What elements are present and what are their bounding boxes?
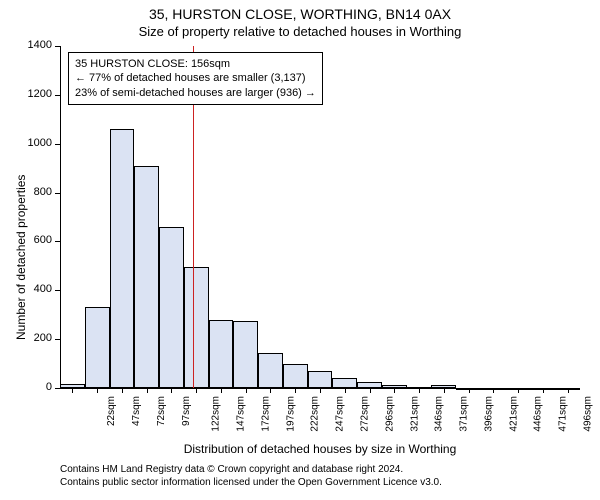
x-tick-label: 272sqm bbox=[360, 396, 371, 432]
x-tick-label: 296sqm bbox=[384, 396, 395, 432]
x-tick-label: 197sqm bbox=[285, 396, 296, 432]
histogram-bar bbox=[283, 364, 308, 388]
y-tick-label: 1400 bbox=[12, 39, 52, 51]
y-tick-mark bbox=[55, 95, 60, 96]
annotation-line: 23% of semi-detached houses are larger (… bbox=[75, 86, 316, 100]
y-tick-mark bbox=[55, 144, 60, 145]
x-tick-mark bbox=[221, 388, 222, 393]
y-tick-mark bbox=[55, 241, 60, 242]
y-tick-label: 0 bbox=[12, 381, 52, 393]
x-tick-mark bbox=[122, 388, 123, 393]
figure: 35, HURSTON CLOSE, WORTHING, BN14 0AX Si… bbox=[0, 0, 600, 500]
credits-line: Contains public sector information licen… bbox=[60, 477, 442, 490]
x-axis-label: Distribution of detached houses by size … bbox=[60, 442, 580, 456]
histogram-bar bbox=[110, 129, 135, 388]
histogram-bar bbox=[184, 267, 209, 388]
x-tick-mark bbox=[568, 388, 569, 393]
chart-subtitle: Size of property relative to detached ho… bbox=[0, 24, 600, 39]
x-tick-mark bbox=[320, 388, 321, 393]
x-tick-label: 321sqm bbox=[409, 396, 420, 432]
x-tick-label: 172sqm bbox=[261, 396, 272, 432]
x-tick-mark bbox=[518, 388, 519, 393]
credits: Contains HM Land Registry data © Crown c… bbox=[60, 464, 442, 489]
y-tick-mark bbox=[55, 46, 60, 47]
histogram-bar bbox=[159, 227, 184, 388]
y-tick-label: 600 bbox=[12, 234, 52, 246]
x-tick-label: 421sqm bbox=[508, 396, 519, 432]
annotation-line: 35 HURSTON CLOSE: 156sqm bbox=[75, 57, 316, 71]
y-tick-label: 400 bbox=[12, 283, 52, 295]
x-tick-label: 471sqm bbox=[558, 396, 569, 432]
x-tick-label: 47sqm bbox=[131, 396, 142, 426]
x-tick-mark bbox=[469, 388, 470, 393]
histogram-bar bbox=[308, 371, 333, 388]
y-axis-label: Number of detached properties bbox=[14, 175, 28, 340]
x-tick-mark bbox=[394, 388, 395, 393]
y-tick-label: 800 bbox=[12, 186, 52, 198]
x-tick-label: 22sqm bbox=[106, 396, 117, 426]
x-tick-label: 247sqm bbox=[335, 396, 346, 432]
x-tick-label: 346sqm bbox=[434, 396, 445, 432]
x-tick-mark bbox=[493, 388, 494, 393]
x-tick-label: 122sqm bbox=[211, 396, 222, 432]
x-tick-label: 97sqm bbox=[181, 396, 192, 426]
x-tick-mark bbox=[370, 388, 371, 393]
x-tick-mark bbox=[444, 388, 445, 393]
x-tick-mark bbox=[246, 388, 247, 393]
annotation-line: ← 77% of detached houses are smaller (3,… bbox=[75, 71, 316, 85]
x-tick-mark bbox=[270, 388, 271, 393]
x-tick-label: 396sqm bbox=[483, 396, 494, 432]
histogram-bar bbox=[209, 320, 234, 388]
y-tick-label: 1000 bbox=[12, 137, 52, 149]
histogram-bar bbox=[134, 166, 159, 388]
x-tick-label: 371sqm bbox=[459, 396, 470, 432]
x-tick-mark bbox=[196, 388, 197, 393]
x-tick-mark bbox=[171, 388, 172, 393]
x-tick-mark bbox=[97, 388, 98, 393]
x-tick-mark bbox=[345, 388, 346, 393]
histogram-bar bbox=[258, 353, 283, 388]
y-axis-line bbox=[60, 46, 61, 388]
y-tick-mark bbox=[55, 290, 60, 291]
x-tick-label: 496sqm bbox=[582, 396, 593, 432]
y-tick-mark bbox=[55, 193, 60, 194]
x-tick-label: 222sqm bbox=[310, 396, 321, 432]
x-tick-label: 446sqm bbox=[533, 396, 544, 432]
y-tick-label: 200 bbox=[12, 332, 52, 344]
y-tick-mark bbox=[55, 339, 60, 340]
y-tick-mark bbox=[55, 388, 60, 389]
annotation-box: 35 HURSTON CLOSE: 156sqm ← 77% of detach… bbox=[68, 52, 323, 105]
x-tick-mark bbox=[295, 388, 296, 393]
histogram-bar bbox=[233, 321, 258, 388]
x-tick-label: 147sqm bbox=[236, 396, 247, 432]
histogram-bar bbox=[332, 378, 357, 388]
x-tick-mark bbox=[419, 388, 420, 393]
x-tick-mark bbox=[147, 388, 148, 393]
chart-title: 35, HURSTON CLOSE, WORTHING, BN14 0AX bbox=[0, 6, 600, 22]
credits-line: Contains HM Land Registry data © Crown c… bbox=[60, 464, 442, 477]
y-tick-label: 1200 bbox=[12, 88, 52, 100]
histogram-bar bbox=[85, 307, 110, 388]
x-tick-mark bbox=[72, 388, 73, 393]
x-tick-mark bbox=[543, 388, 544, 393]
x-tick-label: 72sqm bbox=[156, 396, 167, 426]
